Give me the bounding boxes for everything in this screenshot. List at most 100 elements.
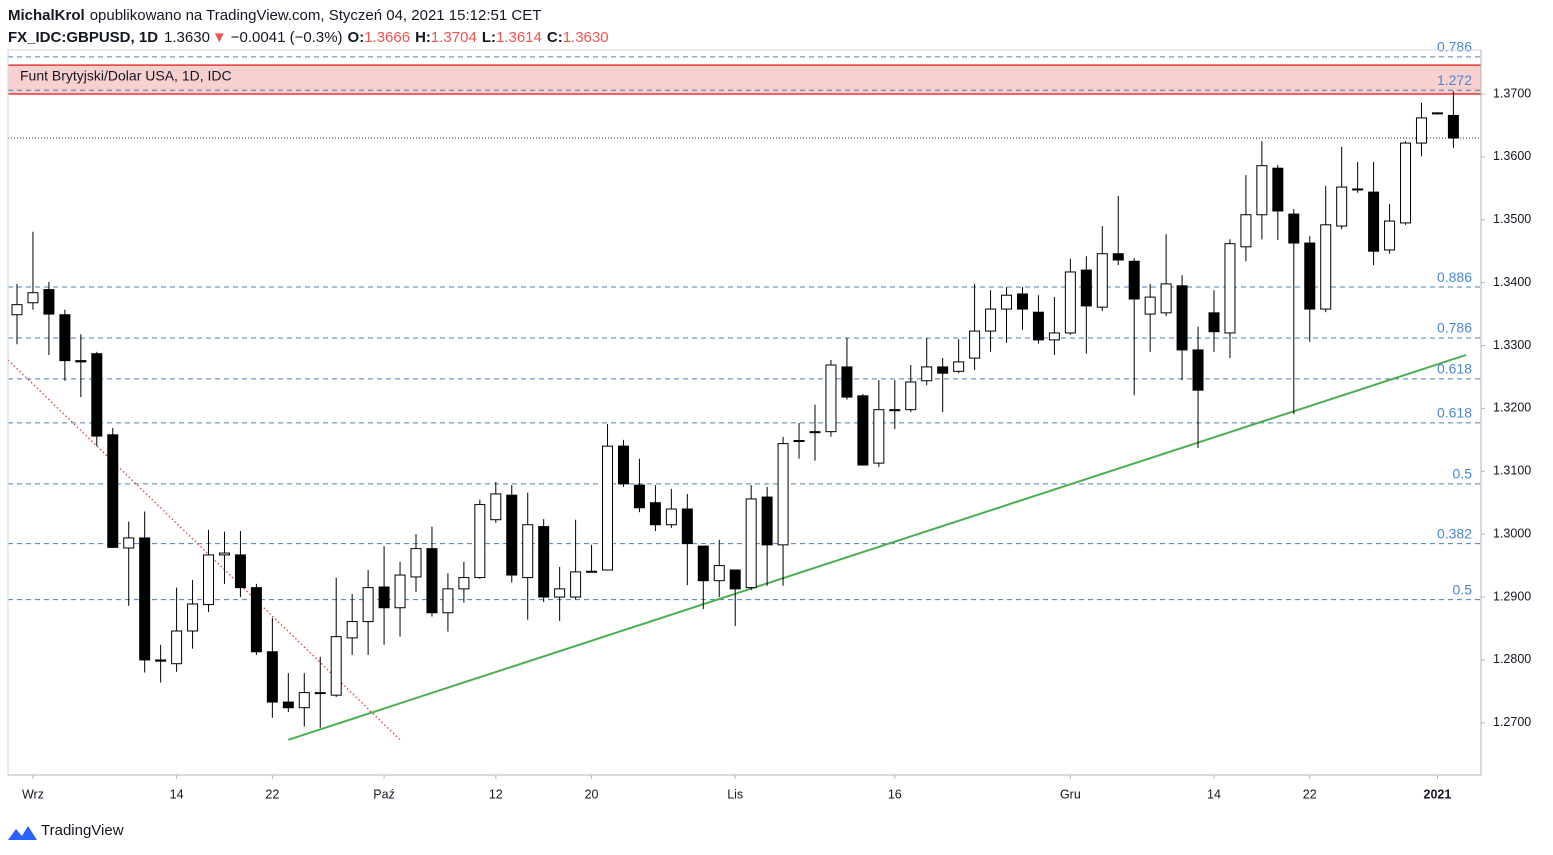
candle-body [426, 548, 438, 614]
candle-body [681, 508, 693, 545]
candle-body [985, 308, 997, 332]
candle-body [27, 292, 39, 304]
candle-body [394, 574, 406, 609]
candle-body [218, 552, 230, 556]
candle-body [777, 443, 789, 546]
candle-body [1016, 293, 1028, 310]
candle-body [187, 603, 199, 632]
candle-body [921, 366, 933, 382]
candle-body [825, 364, 837, 433]
o-value: 1.3666 [364, 29, 410, 46]
header-line-2: FX_IDC:GBPUSD, 1D 1.3630 ▼ −0.0041 (−0.3%) O… [8, 29, 609, 46]
y-tick-label: 1.3200 [1493, 401, 1531, 415]
trendline [7, 359, 401, 741]
tv-logo [8, 826, 37, 840]
y-tick-label: 1.3300 [1493, 338, 1531, 352]
c-value: 1.3630 [563, 29, 609, 46]
candle-body [873, 409, 885, 464]
candle-body [139, 537, 151, 661]
candle-body [1336, 186, 1348, 227]
c-label: C: [547, 29, 563, 46]
candle-body [1447, 114, 1459, 139]
published: opublikowano na TradingView.com, Styczeń… [90, 7, 542, 24]
candle-body [1240, 214, 1252, 248]
candle-body [107, 434, 119, 548]
candle-body [1032, 311, 1044, 341]
fib-label: 0.618 [1437, 405, 1472, 421]
candle-body [378, 586, 390, 609]
candle-body [1096, 253, 1108, 308]
fib-label: 0.618 [1437, 361, 1472, 377]
candle-body [857, 395, 869, 466]
candle-body [330, 636, 342, 696]
candle-body [1144, 296, 1156, 315]
candle-body [59, 314, 71, 362]
trendline [288, 354, 1467, 741]
change: −0.0041 (−0.3%) [231, 29, 343, 46]
candle-body [761, 496, 773, 546]
candle-body [1208, 312, 1220, 333]
candle-body [362, 587, 374, 623]
candle-body [522, 524, 534, 579]
candle-body [1352, 188, 1364, 191]
candle-body [474, 504, 486, 579]
candle-body [554, 588, 566, 598]
l-value: 1.3614 [496, 29, 542, 46]
resistance-zone [8, 65, 1481, 95]
candle-body [1112, 253, 1124, 261]
candle-body [458, 577, 470, 590]
fib-label: 0.5 [1453, 466, 1473, 482]
candle-body [43, 289, 55, 315]
candle-body [1224, 243, 1236, 334]
candle-body [155, 659, 167, 662]
candle-body [1368, 191, 1380, 252]
x-tick-label: 22 [1303, 787, 1317, 801]
x-tick-label: Paź [373, 787, 395, 801]
y-tick-label: 1.3100 [1493, 464, 1531, 478]
candle-body [171, 630, 183, 665]
candle-body [809, 431, 821, 434]
x-tick-label: 12 [489, 787, 503, 801]
candle-body [123, 537, 135, 549]
y-tick-label: 1.2700 [1493, 715, 1531, 729]
y-tick-label: 1.3400 [1493, 275, 1531, 289]
x-tick-label: 2021 [1424, 787, 1452, 801]
fib-label: 0.886 [1437, 269, 1472, 285]
candle-body [1064, 271, 1076, 334]
candle-body [282, 701, 294, 709]
candle-body [410, 548, 422, 578]
y-tick-label: 1.3000 [1493, 526, 1531, 540]
candle-body [953, 361, 965, 372]
candle-body [1160, 283, 1172, 314]
candle-body [793, 439, 805, 442]
candle-body [1415, 117, 1427, 144]
x-tick-label: Wrz [22, 787, 44, 801]
candle-body [1192, 349, 1204, 391]
candle-body [570, 571, 582, 598]
header-line-1: MichalKrol opublikowano na TradingView.co… [8, 7, 541, 24]
candle-body [250, 587, 262, 653]
candle-body [11, 304, 23, 316]
fib-label: 0.786 [1437, 320, 1472, 336]
candle-body [697, 545, 709, 582]
candle-body [586, 570, 598, 573]
legend-title: Funt Brytyjski/Dolar USA, 1D, IDC [20, 68, 232, 84]
x-tick-label: 20 [585, 787, 599, 801]
y-tick-label: 1.3600 [1493, 149, 1531, 163]
candle-body [1176, 285, 1188, 351]
x-tick-label: Gru [1060, 787, 1081, 801]
candle-body [729, 569, 741, 590]
x-tick-label: 14 [170, 787, 184, 801]
candle-body [1288, 213, 1300, 244]
h-value: 1.3704 [431, 29, 477, 46]
symbol: FX_IDC:GBPUSD, 1D [8, 29, 158, 46]
h-label: H: [415, 29, 431, 46]
candle-body [91, 353, 103, 437]
candle-body [1128, 260, 1140, 300]
x-tick-label: 16 [888, 787, 902, 801]
x-tick-label: 14 [1207, 787, 1221, 801]
fib-label: 1.272 [1437, 72, 1472, 88]
candle-body [203, 554, 215, 606]
l-label: L: [482, 29, 496, 46]
